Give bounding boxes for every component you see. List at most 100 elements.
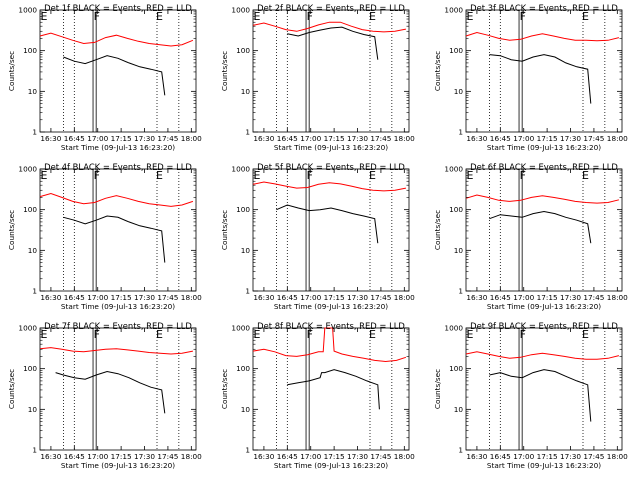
marker-label: E — [369, 10, 376, 23]
marker-label: E — [582, 169, 589, 182]
panel-title: Det 5f BLACK = Events, RED = LLD — [257, 162, 405, 172]
marker-label: E — [582, 10, 589, 23]
x-tick-label: 16:30 — [253, 452, 274, 461]
x-axis-label: Start Time (09-Jul-13 16:23:20) — [487, 461, 601, 470]
marker-label: E — [467, 169, 474, 182]
x-tick-label: 18:00 — [607, 452, 628, 461]
y-tick-label: 100 — [449, 364, 463, 373]
y-axis-label: Counts/sec — [220, 210, 229, 250]
y-tick-label: 100 — [449, 46, 463, 55]
x-tick-label: 17:45 — [157, 134, 178, 143]
y-tick-label: 1000 — [231, 165, 250, 174]
panel-7: E F E 1 10 100 1000 16:30 16:45 17:00 17:15 17:30 17… — [7, 321, 202, 470]
y-tick-label: 1000 — [18, 324, 37, 333]
x-tick-label: 16:30 — [40, 293, 61, 302]
x-tick-label: 16:45 — [277, 293, 298, 302]
x-tick-label: 18:00 — [394, 293, 415, 302]
x-tick-label: 17:45 — [583, 452, 604, 461]
x-axis-label: Start Time (09-Jul-13 16:23:20) — [61, 461, 175, 470]
marker-label: E — [156, 10, 163, 23]
marker-label: E — [156, 169, 163, 182]
plot-frame — [465, 9, 623, 133]
marker-label: E — [41, 328, 48, 341]
x-tick-label: 18:00 — [607, 134, 628, 143]
panel-3: E F E 1 10 100 1000 16:30 16:45 17:00 17:15 17:30 17… — [433, 3, 628, 152]
x-tick-label: 18:00 — [181, 293, 202, 302]
x-tick-label: 16:30 — [40, 452, 61, 461]
x-tick-label: 17:45 — [370, 134, 391, 143]
x-tick-label: 17:15 — [111, 293, 132, 302]
y-tick-label: 100 — [449, 205, 463, 214]
panel-title: Det 6f BLACK = Events, RED = LLD — [470, 162, 618, 172]
x-tick-label: 17:15 — [111, 452, 132, 461]
y-tick-label: 1 — [245, 128, 250, 137]
series-line-events — [489, 210, 592, 244]
y-tick-label: 1 — [32, 287, 37, 296]
y-tick-label: 10 — [241, 246, 251, 255]
y-axis-label: Counts/sec — [433, 51, 442, 91]
marker-label: F — [94, 169, 100, 182]
x-tick-label: 17:00 — [513, 452, 534, 461]
x-tick-label: 17:15 — [324, 293, 345, 302]
panel-8: E F E 1 10 100 1000 16:30 16:45 17:00 17:15 17:30 17… — [220, 321, 415, 470]
x-axis-label: Start Time (09-Jul-13 16:23:20) — [274, 461, 388, 470]
x-tick-label: 17:15 — [537, 293, 558, 302]
marker-label: F — [94, 10, 100, 23]
y-axis-label: Counts/sec — [7, 51, 16, 91]
y-axis-label: Counts/sec — [7, 210, 16, 250]
x-tick-label: 16:45 — [490, 452, 511, 461]
marker-label: F — [307, 169, 313, 182]
plot-frame — [39, 327, 197, 451]
x-tick-label: 17:00 — [300, 452, 321, 461]
y-tick-label: 1 — [245, 287, 250, 296]
plot-frame — [465, 168, 623, 292]
series-line-events — [287, 26, 379, 60]
marker-label: E — [41, 10, 48, 23]
y-tick-label: 1000 — [231, 6, 250, 15]
x-tick-label: 17:00 — [87, 452, 108, 461]
panel-title: Det 2f BLACK = Events, RED = LLD — [257, 3, 405, 13]
x-tick-label: 17:45 — [370, 452, 391, 461]
series-line-events — [489, 54, 592, 104]
x-tick-label: 17:30 — [347, 134, 368, 143]
x-tick-label: 16:45 — [490, 134, 511, 143]
x-tick-label: 16:30 — [253, 293, 274, 302]
panel-title: Det 8f BLACK = Events, RED = LLD — [257, 321, 405, 331]
x-axis-label: Start Time (09-Jul-13 16:23:20) — [274, 143, 388, 152]
x-tick-label: 16:45 — [64, 134, 85, 143]
x-tick-label: 16:30 — [253, 134, 274, 143]
y-tick-label: 1000 — [231, 324, 250, 333]
x-tick-label: 17:30 — [347, 293, 368, 302]
plot-frame — [252, 168, 410, 292]
x-tick-label: 17:00 — [300, 134, 321, 143]
y-tick-label: 1 — [458, 128, 463, 137]
plot-frame — [252, 9, 410, 133]
series-line-events — [287, 369, 380, 410]
x-tick-label: 16:45 — [277, 134, 298, 143]
marker-label: E — [467, 10, 474, 23]
y-tick-label: 100 — [236, 205, 250, 214]
x-tick-label: 18:00 — [181, 452, 202, 461]
x-axis-label: Start Time (09-Jul-13 16:23:20) — [61, 143, 175, 152]
panel-9: E F E 1 10 100 1000 16:30 16:45 17:00 17:15 17:30 17… — [433, 321, 628, 470]
panel-title: Det 7f BLACK = Events, RED = LLD — [44, 321, 192, 331]
x-tick-label: 17:45 — [583, 134, 604, 143]
y-tick-label: 10 — [241, 405, 251, 414]
x-tick-label: 17:15 — [111, 134, 132, 143]
y-tick-label: 1 — [458, 287, 463, 296]
y-tick-label: 1000 — [18, 165, 37, 174]
x-tick-label: 18:00 — [394, 134, 415, 143]
y-tick-label: 100 — [23, 364, 37, 373]
x-tick-label: 17:15 — [537, 134, 558, 143]
marker-label: E — [467, 328, 474, 341]
plot-frame — [39, 168, 197, 292]
x-tick-label: 17:00 — [300, 293, 321, 302]
x-tick-label: 17:15 — [324, 134, 345, 143]
panel-5: E F E 1 10 100 1000 16:30 16:45 17:00 17:15 17:30 17… — [220, 162, 415, 311]
y-tick-label: 1000 — [18, 6, 37, 15]
y-tick-label: 1000 — [444, 6, 463, 15]
marker-label: F — [307, 10, 313, 23]
y-tick-label: 10 — [454, 87, 464, 96]
y-tick-label: 1 — [32, 128, 37, 137]
marker-label: E — [254, 169, 261, 182]
